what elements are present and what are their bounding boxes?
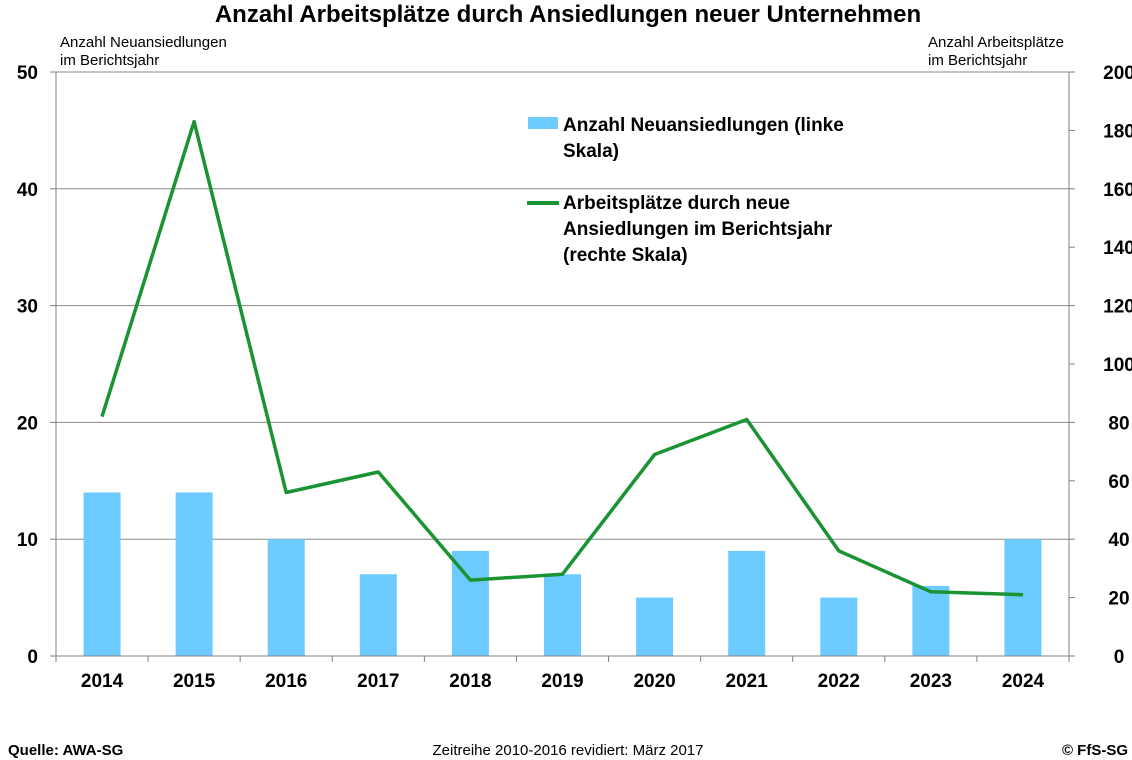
right-tick-label: 20 — [1108, 589, 1129, 610]
bar — [451, 550, 489, 656]
right-tick-label: 0 — [1114, 647, 1125, 668]
right-axis-caption-line-2: im Berichtsjahr — [928, 52, 1027, 69]
x-tick-label: 2022 — [818, 671, 860, 692]
x-axis-ticks: 2014 2015 2016 2017 2018 2019 2020 2021 2022 2023… — [81, 671, 1045, 692]
bar — [728, 550, 766, 656]
left-axis-caption-line-1: Anzahl Neuansiedlungen — [60, 34, 227, 51]
x-tick-label: 2020 — [633, 671, 675, 692]
legend-bar-label-line-2: Skala) — [563, 141, 619, 162]
bar — [912, 585, 950, 656]
right-tick-label: 180 — [1103, 121, 1132, 142]
legend: Anzahl Neuansiedlungen (linke Skala) Arb… — [527, 115, 844, 266]
right-tick-label: 80 — [1108, 413, 1129, 434]
left-axis-ticks: 0 10 20 30 40 50 — [17, 63, 38, 668]
bar — [544, 574, 581, 656]
bar — [636, 597, 674, 656]
x-tick-label: 2019 — [541, 671, 583, 692]
right-tick-label: 60 — [1108, 472, 1129, 493]
line-path — [100, 119, 1024, 597]
right-tick-label: 120 — [1103, 297, 1132, 318]
left-tick-label: 10 — [17, 530, 38, 551]
bar-series — [83, 492, 1042, 656]
x-tick-label: 2021 — [726, 671, 769, 692]
footer-source: Quelle: AWA-SG — [8, 742, 123, 759]
right-tick-label: 200 — [1103, 63, 1132, 84]
axes — [50, 71, 1075, 662]
bar — [83, 492, 121, 656]
footer-note: Zeitreihe 2010-2016 revidiert: März 2017 — [433, 742, 704, 759]
x-tick-label: 2015 — [173, 671, 216, 692]
right-tick-label: 40 — [1108, 530, 1129, 551]
x-tick-label: 2017 — [357, 671, 399, 692]
bar — [1004, 539, 1042, 656]
bar — [175, 492, 213, 656]
left-tick-label: 50 — [17, 63, 38, 84]
footer-copyright: © FfS-SG — [1062, 742, 1128, 759]
right-tick-label: 160 — [1103, 180, 1132, 201]
left-tick-label: 30 — [17, 297, 38, 318]
right-axis-ticks: 0 20 40 60 80 100 120 140 160 180 200 — [1103, 63, 1132, 668]
legend-line-label-line-3: (rechte Skala) — [563, 245, 688, 266]
left-tick-label: 20 — [17, 413, 38, 434]
x-tick-label: 2016 — [265, 671, 307, 692]
chart-title: Anzahl Arbeitsplätze durch Ansiedlungen … — [215, 1, 921, 28]
legend-line-label-line-2: Ansiedlungen im Berichtsjahr — [563, 219, 833, 240]
bar — [820, 597, 858, 656]
bar — [359, 574, 397, 656]
legend-bar-swatch — [528, 117, 558, 129]
x-tick-label: 2018 — [449, 671, 491, 692]
line-series — [100, 119, 1024, 597]
x-tick-label: 2024 — [1002, 671, 1045, 692]
legend-bar-label-line-1: Anzahl Neuansiedlungen (linke — [563, 115, 844, 136]
left-tick-label: 40 — [17, 180, 38, 201]
gridlines — [56, 71, 1069, 540]
legend-line-label-line-1: Arbeitsplätze durch neue — [563, 193, 790, 214]
right-axis-caption-line-1: Anzahl Arbeitsplätze — [928, 34, 1064, 51]
left-axis-caption-line-2: im Berichtsjahr — [60, 52, 159, 69]
right-tick-label: 140 — [1103, 238, 1132, 259]
x-tick-label: 2014 — [81, 671, 124, 692]
x-tick-label: 2023 — [910, 671, 952, 692]
bar — [267, 539, 305, 656]
left-tick-label: 0 — [27, 647, 38, 668]
right-tick-label: 100 — [1103, 355, 1132, 376]
